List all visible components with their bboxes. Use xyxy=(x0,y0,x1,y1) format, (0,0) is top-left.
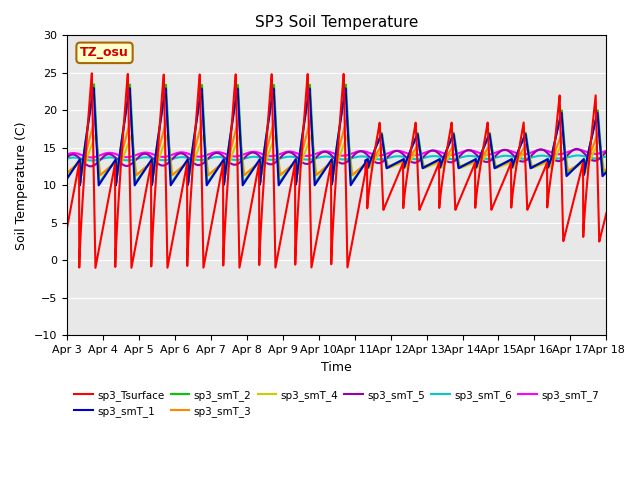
sp3_Tsurface xyxy=(157,111,164,117)
sp3_smT_3 xyxy=(603,167,611,172)
sp3_smT_6 xyxy=(574,153,582,158)
sp3_smT_1 xyxy=(63,177,70,182)
sp3_smT_4 xyxy=(270,136,278,142)
sp3_smT_3 xyxy=(270,119,278,125)
sp3_smT_3 xyxy=(96,173,104,179)
sp3_smT_6 xyxy=(270,157,278,163)
Line: sp3_smT_2: sp3_smT_2 xyxy=(67,84,607,183)
sp3_smT_7 xyxy=(293,150,301,156)
sp3_smT_3 xyxy=(91,117,99,122)
Text: TZ_osu: TZ_osu xyxy=(80,47,129,60)
sp3_smT_2 xyxy=(534,161,542,167)
sp3_smT_1 xyxy=(534,161,542,167)
sp3_Tsurface xyxy=(125,110,132,116)
Legend: sp3_Tsurface, sp3_smT_1, sp3_smT_2, sp3_smT_3, sp3_smT_4, sp3_smT_5, sp3_smT_6, : sp3_Tsurface, sp3_smT_1, sp3_smT_2, sp3_… xyxy=(70,385,603,421)
sp3_smT_3 xyxy=(294,170,301,176)
sp3_smT_3 xyxy=(593,135,600,141)
sp3_smT_5 xyxy=(593,157,600,163)
sp3_smT_6 xyxy=(125,157,132,163)
sp3_smT_1 xyxy=(603,169,611,175)
sp3_smT_6 xyxy=(88,157,96,163)
sp3_Tsurface xyxy=(63,227,70,233)
sp3_smT_5 xyxy=(157,162,164,168)
sp3_smT_3 xyxy=(534,161,542,167)
sp3_smT_3 xyxy=(63,170,70,176)
sp3_smT_2 xyxy=(270,83,278,88)
sp3_Tsurface xyxy=(294,216,301,222)
Line: sp3_smT_5: sp3_smT_5 xyxy=(67,149,607,167)
sp3_Tsurface xyxy=(603,210,611,216)
sp3_smT_7 xyxy=(157,154,164,159)
sp3_Tsurface xyxy=(534,181,542,187)
Line: sp3_smT_4: sp3_smT_4 xyxy=(67,135,607,175)
sp3_smT_6 xyxy=(603,154,611,159)
sp3_smT_1 xyxy=(90,85,97,91)
sp3_Tsurface xyxy=(88,71,96,76)
sp3_smT_1 xyxy=(157,118,164,123)
sp3_smT_6 xyxy=(534,153,541,159)
sp3_smT_4 xyxy=(157,151,164,156)
sp3_smT_1 xyxy=(270,93,278,99)
sp3_smT_4 xyxy=(593,144,600,150)
sp3_smT_2 xyxy=(603,168,611,174)
sp3_smT_5 xyxy=(293,155,301,160)
sp3_Tsurface xyxy=(593,114,600,120)
sp3_smT_3 xyxy=(157,140,164,145)
sp3_smT_7 xyxy=(125,154,132,160)
sp3_smT_7 xyxy=(603,148,611,154)
Title: SP3 Soil Temperature: SP3 Soil Temperature xyxy=(255,15,419,30)
sp3_smT_1 xyxy=(294,169,301,175)
sp3_smT_5 xyxy=(125,163,132,168)
sp3_smT_4 xyxy=(294,159,301,165)
sp3_smT_2 xyxy=(125,91,132,96)
sp3_smT_4 xyxy=(63,170,70,176)
sp3_smT_7 xyxy=(573,147,581,153)
sp3_smT_5 xyxy=(534,147,541,153)
Line: sp3_smT_3: sp3_smT_3 xyxy=(67,120,607,176)
sp3_smT_1 xyxy=(593,115,600,121)
sp3_smT_7 xyxy=(63,152,70,157)
sp3_smT_4 xyxy=(534,163,542,169)
sp3_smT_4 xyxy=(97,172,104,178)
sp3_smT_3 xyxy=(125,124,132,130)
Line: sp3_Tsurface: sp3_Tsurface xyxy=(67,73,607,268)
sp3_smT_7 xyxy=(88,155,95,160)
sp3_Tsurface xyxy=(92,265,99,271)
sp3_smT_2 xyxy=(63,175,70,181)
sp3_smT_1 xyxy=(125,92,132,97)
sp3_smT_5 xyxy=(603,149,611,155)
sp3_smT_7 xyxy=(534,147,541,153)
sp3_smT_2 xyxy=(294,169,301,175)
sp3_smT_7 xyxy=(270,153,278,159)
sp3_smT_2 xyxy=(157,117,164,123)
sp3_smT_2 xyxy=(593,114,600,120)
sp3_smT_5 xyxy=(573,146,580,152)
sp3_smT_5 xyxy=(270,161,278,167)
sp3_smT_2 xyxy=(95,180,103,186)
Line: sp3_smT_7: sp3_smT_7 xyxy=(67,150,607,157)
sp3_smT_7 xyxy=(593,151,600,157)
sp3_smT_4 xyxy=(603,168,611,174)
X-axis label: Time: Time xyxy=(321,360,352,373)
sp3_Tsurface xyxy=(270,191,278,196)
sp3_smT_5 xyxy=(63,155,70,161)
sp3_smT_6 xyxy=(63,156,70,162)
sp3_smT_4 xyxy=(125,140,132,145)
sp3_smT_6 xyxy=(157,157,164,163)
sp3_smT_6 xyxy=(293,155,301,161)
sp3_smT_4 xyxy=(92,132,99,138)
sp3_smT_5 xyxy=(87,164,95,169)
Line: sp3_smT_6: sp3_smT_6 xyxy=(67,156,607,160)
sp3_smT_2 xyxy=(90,82,98,87)
sp3_smT_6 xyxy=(593,156,600,161)
Line: sp3_smT_1: sp3_smT_1 xyxy=(67,88,607,185)
Y-axis label: Soil Temperature (C): Soil Temperature (C) xyxy=(15,121,28,250)
sp3_smT_1 xyxy=(95,182,102,188)
